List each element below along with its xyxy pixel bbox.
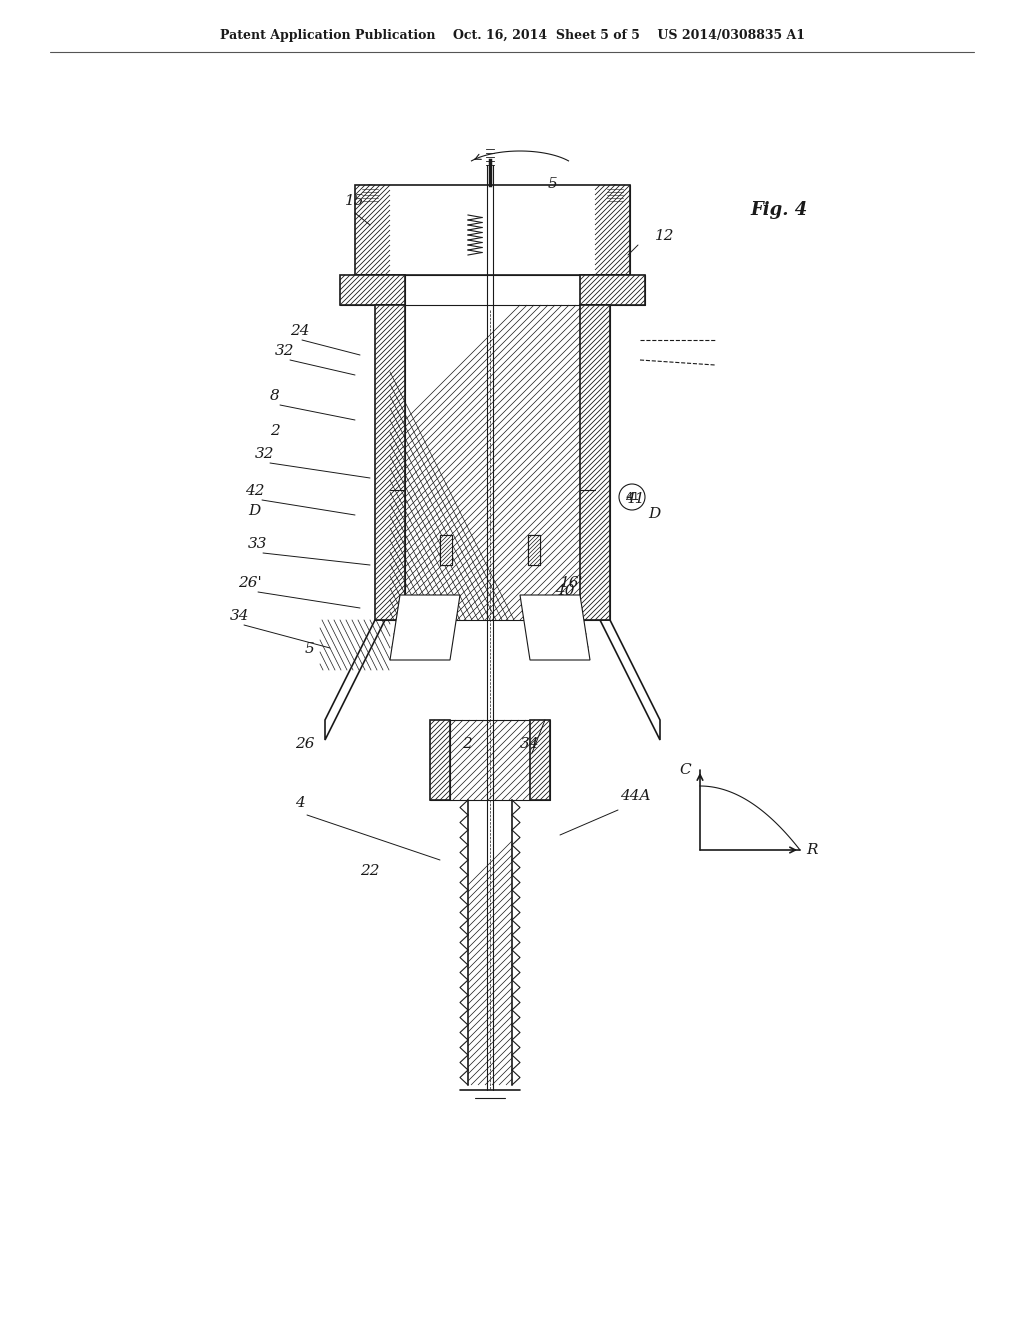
Text: Fig. 4: Fig. 4 xyxy=(750,201,807,219)
Polygon shape xyxy=(375,305,406,620)
Circle shape xyxy=(618,484,645,510)
Polygon shape xyxy=(528,535,540,565)
Text: 26': 26' xyxy=(238,576,262,590)
Polygon shape xyxy=(430,719,450,800)
Bar xyxy=(430,719,450,800)
Text: 32: 32 xyxy=(275,345,295,358)
Polygon shape xyxy=(520,595,590,660)
Text: 44A: 44A xyxy=(620,789,650,803)
Polygon shape xyxy=(530,719,550,800)
Text: 2: 2 xyxy=(270,424,280,438)
Text: 8: 8 xyxy=(270,389,280,403)
Bar xyxy=(340,275,406,305)
Text: R: R xyxy=(806,843,818,857)
Text: 32: 32 xyxy=(255,447,274,461)
Bar xyxy=(580,275,645,305)
Text: 22: 22 xyxy=(360,865,380,878)
Text: 41: 41 xyxy=(625,492,644,506)
Polygon shape xyxy=(440,535,452,565)
Text: 24: 24 xyxy=(290,323,309,338)
Polygon shape xyxy=(450,719,530,800)
Bar xyxy=(390,185,595,275)
Bar xyxy=(580,305,610,620)
Text: 12: 12 xyxy=(655,228,675,243)
Text: 26: 26 xyxy=(295,737,314,751)
Bar xyxy=(440,535,452,565)
Circle shape xyxy=(605,185,625,205)
Text: 34: 34 xyxy=(520,737,540,751)
Bar xyxy=(528,535,540,565)
Text: 41: 41 xyxy=(625,492,639,502)
Polygon shape xyxy=(580,275,645,305)
Text: 40: 40 xyxy=(555,583,574,598)
Text: D: D xyxy=(648,507,660,521)
Text: 5: 5 xyxy=(548,177,558,191)
Polygon shape xyxy=(325,620,385,741)
Polygon shape xyxy=(600,620,660,741)
Text: 2: 2 xyxy=(462,737,472,751)
Polygon shape xyxy=(390,595,460,660)
Bar xyxy=(375,305,406,620)
Text: 4: 4 xyxy=(295,796,305,810)
Text: 33: 33 xyxy=(248,537,267,550)
Text: 34: 34 xyxy=(230,609,250,623)
Text: C: C xyxy=(679,763,691,777)
Polygon shape xyxy=(406,305,580,620)
Bar xyxy=(530,719,550,800)
Bar xyxy=(355,185,390,275)
Text: 42: 42 xyxy=(245,484,264,498)
Text: 5: 5 xyxy=(305,642,314,656)
Text: Patent Application Publication    Oct. 16, 2014  Sheet 5 of 5    US 2014/0308835: Patent Application Publication Oct. 16, … xyxy=(219,29,805,41)
Polygon shape xyxy=(580,305,610,620)
Polygon shape xyxy=(355,185,630,275)
Text: 16': 16' xyxy=(560,576,584,590)
Bar xyxy=(595,185,630,275)
Text: D: D xyxy=(248,504,260,517)
Circle shape xyxy=(360,185,380,205)
Text: 15: 15 xyxy=(345,194,365,209)
Polygon shape xyxy=(340,275,406,305)
